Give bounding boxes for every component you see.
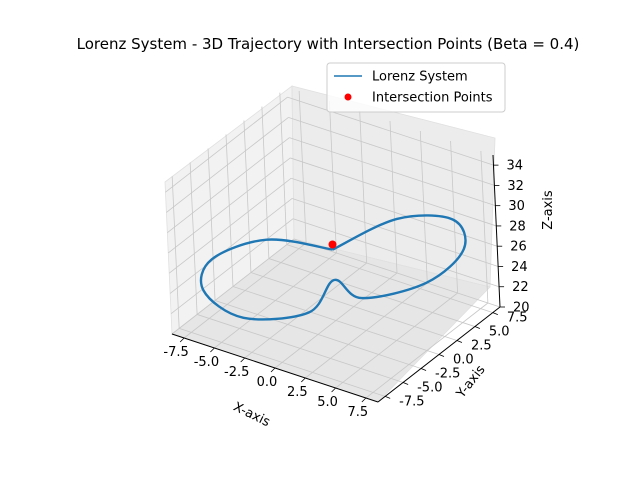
grid-line-y bbox=[329, 100, 337, 254]
grid-line-x bbox=[225, 134, 234, 287]
y-tick-mark bbox=[438, 354, 445, 357]
x-tick-mark bbox=[240, 357, 245, 363]
x-tick-mark bbox=[179, 337, 185, 343]
y-tick-label: -7.5 bbox=[399, 394, 424, 409]
z-tick-label: 34 bbox=[506, 159, 523, 174]
legend: Lorenz System Intersection Points bbox=[326, 62, 506, 113]
grid-line-y bbox=[450, 140, 458, 294]
x-tick-label: -7.5 bbox=[163, 345, 188, 360]
grid-line-y bbox=[359, 110, 368, 264]
z-axis-label: Z-axis bbox=[541, 190, 556, 230]
grid-line-z bbox=[166, 117, 289, 213]
y-tick-label: 2.5 bbox=[471, 339, 492, 354]
grid-line-x bbox=[207, 148, 216, 301]
x-tick-mark bbox=[331, 387, 336, 393]
grid-line-z bbox=[289, 137, 496, 207]
plot-data bbox=[199, 214, 467, 321]
grid-line-z bbox=[292, 218, 500, 288]
grid-line-y bbox=[480, 150, 489, 304]
grid-line-z bbox=[168, 157, 291, 254]
z-tick-label: 32 bbox=[507, 179, 524, 194]
x-tick-mark bbox=[210, 347, 215, 353]
grid-line-x bbox=[171, 176, 180, 329]
chart-title: Lorenz System - 3D Trajectory with Inter… bbox=[77, 35, 580, 53]
grid-line-z bbox=[171, 238, 295, 335]
legend-marker-swatch bbox=[344, 93, 352, 101]
grid-line-y bbox=[244, 262, 367, 359]
grid-line-z bbox=[169, 198, 293, 294]
x-tick-mark bbox=[270, 367, 276, 373]
grid-line-y bbox=[298, 90, 307, 244]
z-tick-label: 30 bbox=[508, 199, 525, 214]
intersection-point bbox=[328, 240, 337, 249]
grid-line-x bbox=[243, 120, 252, 273]
grid-line-z bbox=[293, 238, 501, 308]
legend-frame bbox=[326, 62, 506, 113]
grid-line-y bbox=[274, 272, 398, 369]
grid-line-y bbox=[389, 120, 398, 274]
legend-label-scatter: Intersection Points bbox=[372, 91, 493, 106]
tick-labels: -7.5-5.0-2.50.02.55.07.5-7.5-5.0-2.50.02… bbox=[163, 159, 529, 420]
grid-line-z bbox=[287, 96, 494, 166]
grid-line-z bbox=[170, 218, 294, 315]
y-tick-label: -5.0 bbox=[417, 380, 442, 395]
grid-line-x bbox=[261, 106, 270, 259]
grid-line-z bbox=[291, 177, 498, 247]
y-tick-mark bbox=[402, 382, 409, 385]
y-tick-label: 5.0 bbox=[489, 325, 510, 340]
grid-line-y bbox=[419, 130, 428, 284]
grid-line-z bbox=[167, 137, 290, 233]
y-tick-label: -2.5 bbox=[435, 366, 460, 381]
grid-line-y bbox=[183, 242, 307, 339]
y-tick-mark bbox=[474, 326, 481, 329]
x-tick-mark bbox=[361, 397, 367, 403]
grid-line-y bbox=[214, 252, 337, 349]
y-tick-mark bbox=[456, 340, 463, 343]
z-tick-label: 22 bbox=[512, 280, 529, 295]
grid-line-y bbox=[305, 282, 428, 379]
grid-line-z bbox=[165, 96, 288, 193]
grid-line-x bbox=[279, 92, 288, 245]
x-tick-label: 0.0 bbox=[257, 375, 278, 390]
x-tick-label: -5.0 bbox=[194, 355, 219, 370]
x-tick-label: 5.0 bbox=[317, 395, 338, 410]
x-tick-mark bbox=[301, 377, 306, 383]
z-tick-label: 24 bbox=[511, 260, 528, 275]
z-tick-label: 28 bbox=[509, 219, 526, 234]
grid-line-x bbox=[189, 162, 198, 315]
z-tick-label: 26 bbox=[510, 240, 527, 255]
z-axis-line bbox=[492, 154, 501, 308]
grid-line-z bbox=[292, 198, 499, 267]
grid-line-y bbox=[365, 302, 489, 399]
grid-lines bbox=[165, 90, 501, 399]
x-tick-label: 7.5 bbox=[348, 405, 369, 420]
grid-line-z bbox=[290, 157, 497, 227]
y-tick-mark bbox=[420, 368, 427, 371]
trajectory-line bbox=[199, 214, 467, 321]
z-tick-label: 20 bbox=[513, 301, 530, 316]
x-tick-label: 2.5 bbox=[287, 385, 308, 400]
y-tick-label: 0.0 bbox=[453, 353, 474, 368]
y-tick-label: 7.5 bbox=[507, 311, 528, 326]
legend-label-line: Lorenz System bbox=[372, 70, 468, 85]
y-tick-mark bbox=[385, 396, 391, 399]
grid-line-y bbox=[335, 292, 458, 389]
grid-line-z bbox=[168, 177, 292, 274]
x-tick-label: -2.5 bbox=[224, 365, 249, 380]
y-tick-mark bbox=[492, 312, 498, 315]
grid-line-z bbox=[288, 117, 495, 186]
